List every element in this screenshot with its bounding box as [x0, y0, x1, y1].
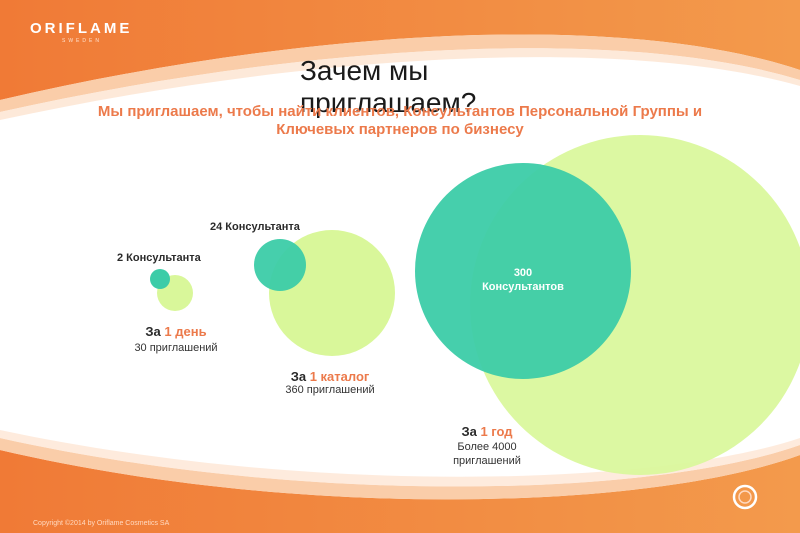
consultants-count: 300 [513, 267, 533, 279]
oriflame-logo: ORIFLAME [30, 20, 133, 37]
consultants-word: Консультантов [482, 281, 564, 293]
period-day: За 1 день [126, 324, 226, 339]
consultants-label-year: 300 Консультантов [463, 266, 583, 294]
oriflame-swirl-icon [732, 484, 758, 510]
oriflame-logo-sub: SWEDEN [62, 38, 102, 44]
period-catalog: За 1 каталог [270, 369, 390, 384]
invitations-line1: Более 4000 [457, 441, 517, 453]
copyright: Copyright ©2014 by Oriflame Cosmetics SA [33, 520, 170, 527]
invitations-catalog: 360 приглашений [285, 384, 375, 396]
invitations-day: 30 приглашений [134, 342, 218, 354]
period-highlight: 1 день [164, 324, 207, 339]
page-title: Зачем мы приглашаем? [300, 55, 477, 118]
consultants-label-day: 2 Консультанта [117, 252, 201, 264]
invitations-year: Более 4000 приглашений [427, 440, 547, 468]
period-highlight: 1 год [480, 424, 513, 439]
period-year: За 1 год [427, 424, 547, 439]
period-prefix: За [461, 424, 481, 439]
period-prefix: За [145, 324, 165, 339]
period-prefix: За [290, 369, 310, 384]
page-subtitle: Мы приглашаем, чтобы найти клиентов, Кон… [97, 103, 703, 138]
circle-teal-large [415, 163, 631, 379]
circle-teal-small [150, 269, 170, 289]
consultants-label-catalog: 24 Консультанта [210, 221, 300, 233]
circle-teal-medium [254, 239, 306, 291]
period-highlight: 1 каталог [309, 369, 370, 384]
invitations-line2: приглашений [453, 455, 521, 467]
